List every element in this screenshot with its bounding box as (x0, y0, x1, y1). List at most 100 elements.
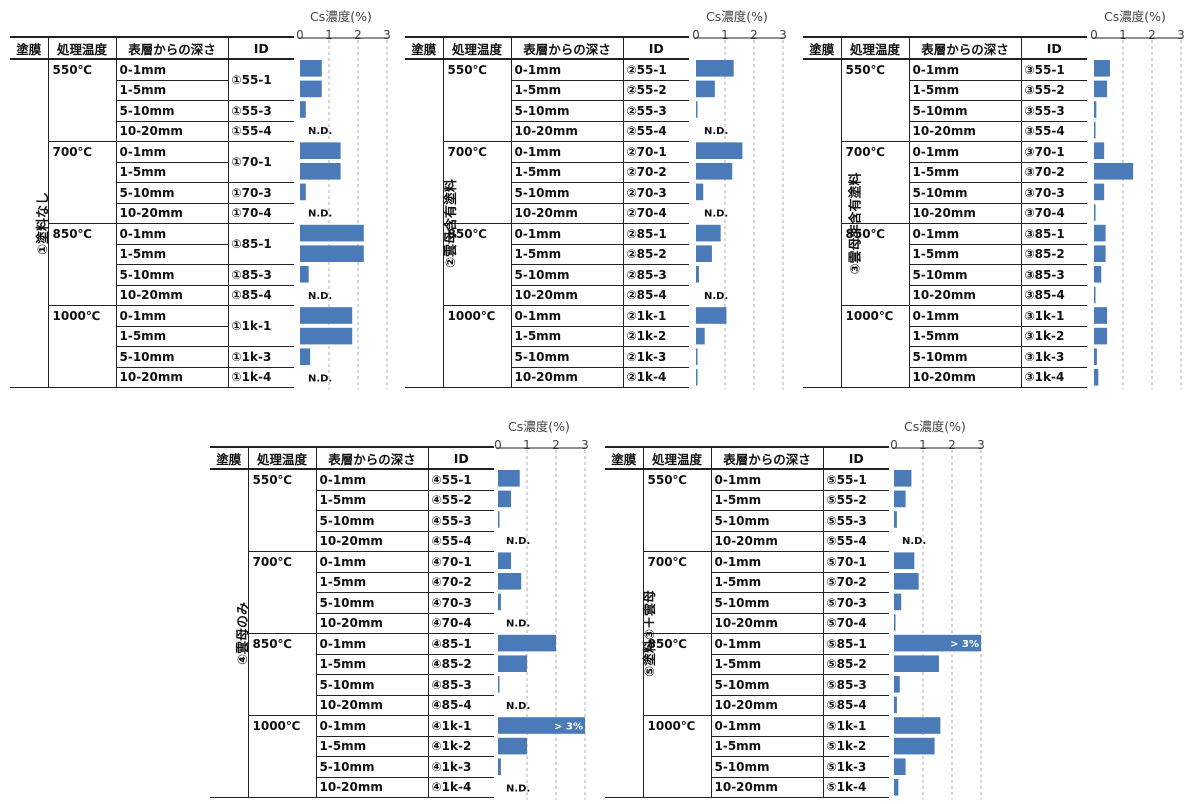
depth-cell: 0-1mm (116, 141, 229, 163)
id-cell: ④70-3 (428, 592, 494, 614)
table-row: 850℃ 0-1mm ③85-1 (803, 223, 1087, 306)
cs-bar (1094, 369, 1099, 386)
id-cell: ⑤1k-2 (823, 736, 889, 757)
temp-cell: 1000℃ (248, 715, 317, 798)
table-row: 5-10mm ③55-3 (803, 100, 1087, 122)
depth-cell: 5-10mm (116, 100, 229, 122)
depth-cell: 0-1mm (909, 223, 1022, 245)
id-cell: ③85-3 (1021, 264, 1087, 286)
header-id: ID (228, 36, 294, 60)
table-row: 5-10mm ①1k-3 (10, 346, 294, 368)
cs-bar (894, 696, 897, 714)
table-row: 1-5mm ③85-2 (803, 244, 1087, 265)
id-cell: ④70-1 (428, 551, 494, 573)
depth-cell: 5-10mm (711, 510, 824, 532)
table-row: 850℃ 0-1mm ②85-1 (405, 223, 689, 306)
nd-label: N.D. (506, 619, 530, 630)
id-cell: ⑤85-3 (823, 674, 889, 696)
cs-bar-plot: N.D. N.D. N.D. N.D. (298, 37, 389, 390)
axis-tick-label: 0 (890, 438, 898, 452)
table-row: 5-10mm ②1k-3 (405, 346, 689, 368)
cs-bar (894, 655, 939, 672)
coating-cell: ④雲母のみ (210, 469, 251, 798)
cs-bar (498, 655, 527, 672)
id-cell: ④1k-2 (428, 736, 494, 757)
nd-label: N.D. (308, 126, 332, 137)
axis-title: Cs濃度(%) (1104, 9, 1166, 24)
coating-cell: ③雲母非含有塗料 (803, 59, 864, 388)
depth-cell: 5-10mm (909, 182, 1022, 204)
table-row: 5-10mm ④70-3 (210, 592, 494, 614)
axis-tick-label: 3 (1177, 28, 1184, 42)
id-cell: ⑤85-4 (823, 695, 889, 716)
cs-bar (300, 183, 306, 201)
table-row: 5-10mm ⑤55-3 (605, 510, 889, 532)
id-cell: ②85-4 (623, 285, 689, 306)
header-coat: 塗膜 (10, 36, 49, 60)
cs-bar (498, 634, 556, 652)
cs-bar (894, 634, 981, 652)
cs-bar (1094, 307, 1108, 324)
header-coat: 塗膜 (210, 446, 249, 470)
nd-label: N.D. (308, 291, 332, 302)
cs-bar (498, 470, 520, 487)
depth-cell: 1-5mm (511, 244, 624, 265)
over-range-label: > 3% (950, 639, 979, 650)
table-row: 10-20mm ④85-4 (210, 695, 494, 716)
depth-cell: 5-10mm (316, 756, 429, 778)
id-cell: ④55-2 (428, 490, 494, 511)
cs-bar (894, 470, 912, 487)
depth-cell: 1-5mm (711, 736, 824, 757)
depth-cell: 5-10mm (711, 756, 824, 778)
axis-tick-label: 1 (325, 28, 333, 42)
header-coat: 塗膜 (605, 446, 644, 470)
nd-label: N.D. (704, 209, 728, 220)
depth-cell: 1-5mm (711, 572, 824, 593)
cs-bar (894, 573, 919, 590)
table-row: 5-10mm ④85-3 (210, 674, 494, 696)
axis-tick-label: 0 (494, 438, 502, 452)
cs-bar (1094, 101, 1097, 118)
depth-cell: 1-5mm (316, 654, 429, 675)
depth-cell: 0-1mm (116, 59, 229, 81)
axis-title: Cs濃度(%) (508, 419, 570, 434)
table-row: 1-5mm ④1k-2 (210, 736, 494, 757)
cs-bar (1094, 286, 1096, 304)
cs-bar (300, 224, 364, 242)
header-depth: 表層からの深さ (511, 36, 624, 60)
temp-cell: 1000℃ (841, 305, 910, 388)
depth-cell: 1-5mm (909, 162, 1022, 183)
cs-bar (1094, 348, 1097, 365)
table-row: 1-5mm ④70-2 (210, 572, 494, 593)
id-cell: ⑤55-4 (823, 531, 889, 552)
table-row: ①塗料なし 550℃ 0-1mm ①55-1 (10, 59, 294, 388)
axis-tick-label: 1 (1119, 28, 1127, 42)
depth-cell: 10-20mm (711, 613, 824, 634)
axis-tick-label: 3 (977, 438, 985, 452)
depth-cell: 1-5mm (116, 326, 229, 347)
id-cell: ④70-4 (428, 613, 494, 634)
cs-bar (300, 327, 353, 345)
depth-cell: 5-10mm (711, 592, 824, 614)
depth-cell: 1-5mm (909, 80, 1022, 101)
header-depth: 表層からの深さ (116, 36, 229, 60)
temp-cell: 700℃ (48, 141, 117, 224)
header-depth: 表層からの深さ (316, 446, 429, 470)
id-cell: ①70-1 (228, 141, 294, 183)
table-row: 1-5mm ⑤70-2 (605, 572, 889, 593)
cs-bar (300, 163, 341, 180)
depth-cell: 10-20mm (316, 777, 429, 798)
cs-bar (696, 348, 698, 365)
coating-label: ③雲母非含有塗料 (848, 172, 864, 275)
depth-cell: 1-5mm (909, 326, 1022, 347)
nd-label: N.D. (704, 126, 728, 137)
data-table: 塗膜 処理温度 表層からの深さ ID ①塗料なし 550℃ 0-1mm ①55-1 1-5mm 5… (10, 36, 294, 388)
id-cell: ③1k-3 (1021, 346, 1087, 368)
cs-bar (696, 163, 733, 180)
depth-cell: 5-10mm (511, 182, 624, 204)
id-cell: ③1k-1 (1021, 305, 1087, 327)
cs-bar (1094, 327, 1108, 345)
depth-cell: 1-5mm (316, 736, 429, 757)
table-row: 5-10mm ②70-3 (405, 182, 689, 204)
depth-cell: 5-10mm (116, 182, 229, 204)
